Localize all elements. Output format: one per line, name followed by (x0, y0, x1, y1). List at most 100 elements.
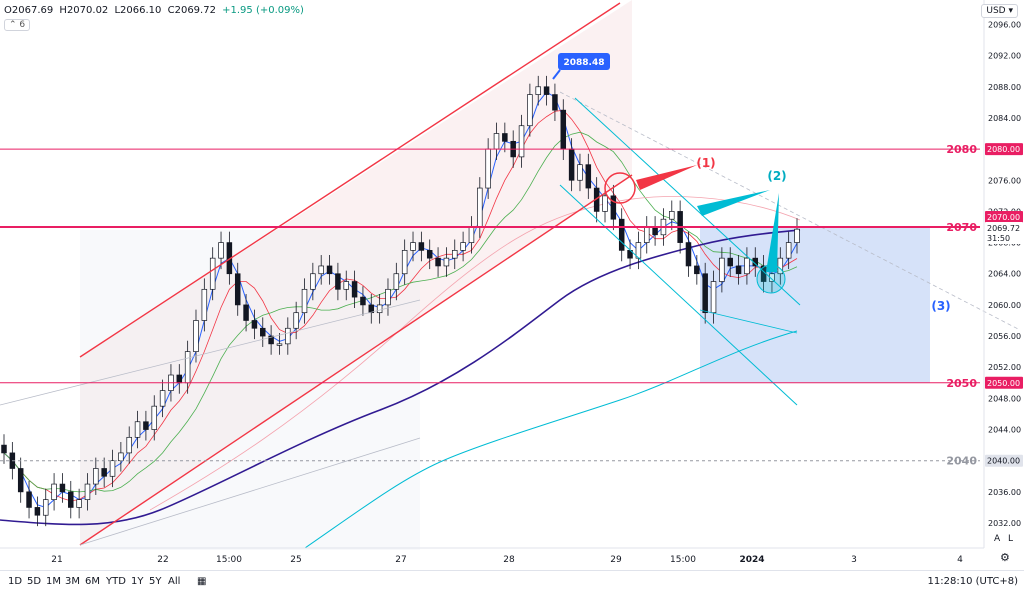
ma-slow (3, 131, 798, 493)
range-1y[interactable]: 1Y (131, 576, 144, 587)
candle-body (426, 250, 433, 259)
candle-body (669, 211, 675, 220)
ohlc-legend: O2067.69 H2070.02 L2066.10 C2069.72 +1.9… (4, 5, 307, 16)
x-tick-label: 21 (51, 555, 62, 565)
range-1m[interactable]: 1M (46, 576, 61, 587)
candle-body (602, 195, 608, 212)
y-tick-label: 2064.00 (988, 270, 1021, 279)
currency-selector[interactable]: USD ▾ (981, 4, 1018, 18)
candle-body (251, 320, 258, 329)
candle-body (109, 460, 116, 477)
candle-body (643, 226, 650, 243)
candle-body (301, 288, 308, 314)
range-5y[interactable]: 5Y (149, 576, 162, 587)
price-badge-text: 2069.72 (987, 224, 1020, 233)
candle-body (276, 343, 283, 346)
candle-body (785, 242, 792, 259)
price-badge (985, 143, 1023, 156)
range-ytd[interactable]: YTD (106, 576, 126, 587)
clock: 11:28:10 (UTC+8) (927, 576, 1018, 587)
candle-body (209, 257, 216, 290)
candle-body (694, 265, 700, 275)
candle-body (42, 499, 49, 516)
price-badge (985, 376, 1023, 389)
x-tick-label: 29 (610, 555, 622, 565)
x-tick-label: 25 (290, 555, 301, 565)
gray-trendline-lower (79, 437, 421, 546)
annotation-arrow-2b (766, 193, 779, 272)
annotation-circle-1 (604, 172, 636, 204)
candle-body (460, 242, 466, 251)
candle-body (527, 94, 533, 127)
candle-body (685, 242, 692, 267)
candle-body (518, 125, 525, 158)
candle-body (268, 335, 274, 345)
candle-body (17, 468, 24, 493)
candle-body (552, 94, 558, 111)
open-value: O2067.69 (4, 5, 54, 16)
price-badge (985, 222, 1023, 234)
candle-body (243, 304, 249, 321)
range-all[interactable]: All (168, 576, 181, 587)
y-tick-label: 2048.00 (988, 394, 1021, 403)
candle-body (326, 265, 333, 275)
level-label: 2070 (946, 221, 977, 234)
candle-body (702, 273, 708, 314)
candle-body (435, 257, 441, 267)
range-1d[interactable]: 1D (8, 576, 23, 587)
x-tick-label: 4 (957, 555, 963, 565)
candle-body (610, 195, 617, 220)
channel-lower-line (79, 174, 633, 546)
candle-body (727, 257, 733, 267)
candle-body (201, 288, 208, 321)
candle-body (234, 273, 241, 306)
price-chart[interactable]: 2080 2070 2050 2040 2088.48 (1) (2) (3) 2032.00… (0, 0, 1024, 570)
y-tick-label: 2096.00 (988, 20, 1021, 29)
candle-body (493, 133, 500, 150)
candle-body (318, 265, 324, 275)
candle-body (385, 288, 391, 306)
candle-body (652, 226, 658, 236)
ma-long (0, 229, 801, 526)
candle-body (468, 226, 475, 243)
ma-envelope (149, 196, 801, 511)
desc-channel-lower (559, 184, 798, 406)
log-scale-button[interactable]: L (1008, 534, 1014, 544)
candle-body (393, 273, 400, 290)
candle-body (360, 296, 366, 306)
date-range-icon[interactable]: ▦ (197, 576, 207, 587)
candle-body (452, 250, 458, 259)
candle-body (310, 273, 316, 290)
candle-body (84, 483, 91, 501)
peak-callout-pointer (552, 69, 561, 80)
price-badge-text: 2050.00 (987, 379, 1020, 388)
candle-body (744, 257, 750, 275)
candle-body (618, 218, 625, 251)
high-value: H2070.02 (59, 5, 109, 16)
candle-body (101, 468, 107, 477)
candle-body (285, 327, 291, 345)
range-3m[interactable]: 3M (65, 576, 80, 587)
indicators-toggle[interactable]: ⌃ 6 (4, 19, 31, 31)
currency-label: USD (986, 6, 1006, 16)
y-tick-label: 2052.00 (988, 363, 1021, 372)
x-tick-label: 22 (157, 555, 168, 565)
candle-body (143, 421, 149, 430)
candle-body (418, 242, 425, 251)
candle-body (1, 444, 7, 454)
x-tick-label: 3 (851, 555, 857, 565)
candle-body (719, 257, 725, 282)
candle-body (184, 351, 191, 384)
range-6m[interactable]: 6M (85, 576, 100, 587)
auto-scale-button[interactable]: A (994, 534, 1001, 544)
chevron-down-icon: ▾ (1008, 6, 1013, 16)
desc-channel-upper (574, 97, 801, 306)
peak-callout (558, 53, 610, 70)
range-5d[interactable]: 5D (27, 576, 42, 587)
x-tick-label: 28 (503, 555, 515, 565)
candle-body (159, 390, 166, 407)
candle-body (410, 242, 416, 251)
y-tick-label: 2044.00 (988, 426, 1021, 435)
candle-body (477, 187, 483, 228)
gear-icon[interactable]: ⚙ (1000, 551, 1010, 564)
